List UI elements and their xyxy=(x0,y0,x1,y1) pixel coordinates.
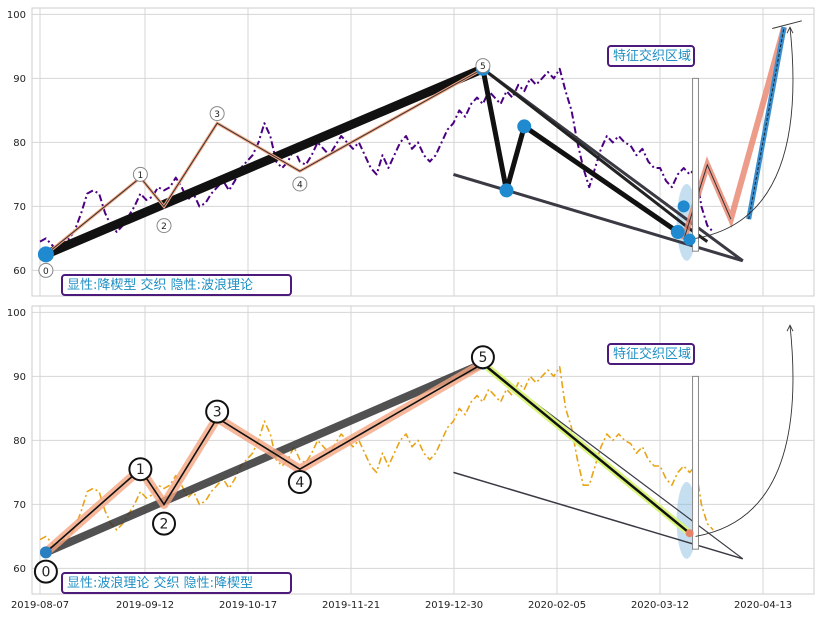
wave-label-circle xyxy=(156,218,172,234)
x-tick-label: 2019-10-17 xyxy=(219,600,277,611)
pivot-dot xyxy=(39,546,52,559)
price-series-line xyxy=(39,366,714,550)
x-tick-label: 2019-11-21 xyxy=(322,600,380,611)
pivot-dot xyxy=(517,119,532,134)
pivot-dot xyxy=(677,200,690,213)
wave-label-circle xyxy=(152,511,177,536)
interleave-marker xyxy=(692,77,699,252)
forecast-arc-arrow xyxy=(786,324,794,332)
y-tick-label: 70 xyxy=(13,500,26,511)
wave-label: 2 xyxy=(161,222,167,232)
forecast-arc xyxy=(695,27,794,239)
annotation-bottom-box-text: 显性:降楔型 交织 隐性:波浪理论 xyxy=(67,277,253,293)
wave-label: 1 xyxy=(138,171,144,181)
wedge-upper-line xyxy=(482,362,691,535)
annotation-bottom-box xyxy=(61,572,292,594)
wave-label: 2 xyxy=(160,517,169,533)
forecast-arc-arrow xyxy=(786,26,794,34)
wave-label: 0 xyxy=(41,565,50,581)
pivot-dot xyxy=(683,233,696,246)
x-tick-label: 2020-04-13 xyxy=(734,600,792,611)
price-series-line xyxy=(39,67,714,253)
wave-label: 4 xyxy=(297,181,303,191)
y-tick-label: 100 xyxy=(7,308,26,319)
y-tick-label: 60 xyxy=(13,564,26,575)
highlight-ellipse xyxy=(676,482,697,559)
wave-label: 0 xyxy=(43,267,49,277)
pivot-dot xyxy=(37,246,54,263)
wave-label-circle xyxy=(38,262,54,278)
top-panel: 60 70 80 90 100 0 1 2 3 4 5 显性:降楔型 交织 隐性:波浪理论 特征交织区域 xyxy=(7,7,815,297)
wave-label-circle xyxy=(128,457,153,482)
wave-label: 1 xyxy=(136,462,145,478)
wave-label-circle xyxy=(292,176,308,192)
forecast-zigzag xyxy=(683,163,732,240)
annotation-top-box xyxy=(607,45,695,67)
wave-label-circle xyxy=(33,559,58,584)
annotation-top-box-text: 特征交织区域 xyxy=(613,48,691,64)
y-tick-label: 60 xyxy=(13,266,26,277)
wedge-zigzag-tail xyxy=(522,124,680,235)
main-trend-line xyxy=(41,64,488,259)
wave-label-circle xyxy=(205,399,230,424)
x-tick-label: 2019-12-30 xyxy=(425,600,483,611)
y-tick-label: 70 xyxy=(13,202,26,213)
pivot-dot xyxy=(685,529,694,538)
y-tick-label: 80 xyxy=(13,436,26,447)
main-trend-line xyxy=(41,359,487,557)
forecast-arc xyxy=(695,325,794,537)
forecast-leg-dashed xyxy=(748,27,785,220)
annotation-top-box-text: 特征交织区域 xyxy=(613,346,691,362)
wave-label-circle xyxy=(475,58,491,74)
pivot-dot xyxy=(670,225,685,239)
x-tick-label: 2020-02-05 xyxy=(528,600,586,611)
wave-zigzag xyxy=(45,362,484,554)
bottom-panel: 60 70 80 90 100 2019-08-07 2019-09-12 2019-10-1… xyxy=(7,305,815,611)
interleave-marker xyxy=(692,375,699,550)
wave-label: 3 xyxy=(214,110,220,120)
pivot-dot xyxy=(499,183,514,198)
wave-label-circle xyxy=(287,470,312,494)
y-tick-label: 90 xyxy=(13,74,26,85)
wave-label: 4 xyxy=(295,475,304,491)
y-tick-label: 80 xyxy=(13,138,26,149)
x-tick-label: 2019-09-12 xyxy=(116,600,174,611)
wave-label-circle xyxy=(209,106,225,122)
annotation-top-box xyxy=(607,343,695,365)
annotation-bottom-box-text: 显性:波浪理论 交织 隐性:降楔型 xyxy=(67,575,253,591)
x-tick-label: 2020-03-12 xyxy=(631,600,689,611)
wave-label-circle xyxy=(470,345,495,370)
forecast-cap xyxy=(772,20,802,29)
y-tick-label: 90 xyxy=(13,372,26,383)
annotation-bottom-box xyxy=(61,274,292,296)
wave-label: 5 xyxy=(478,350,487,366)
x-tick-label: 2019-08-07 xyxy=(11,600,69,611)
wave-zigzag xyxy=(45,68,484,255)
wave-label-circle xyxy=(132,166,148,182)
y-tick-label: 100 xyxy=(7,10,26,21)
wave-label: 5 xyxy=(480,62,486,72)
wave-label: 3 xyxy=(213,405,222,421)
